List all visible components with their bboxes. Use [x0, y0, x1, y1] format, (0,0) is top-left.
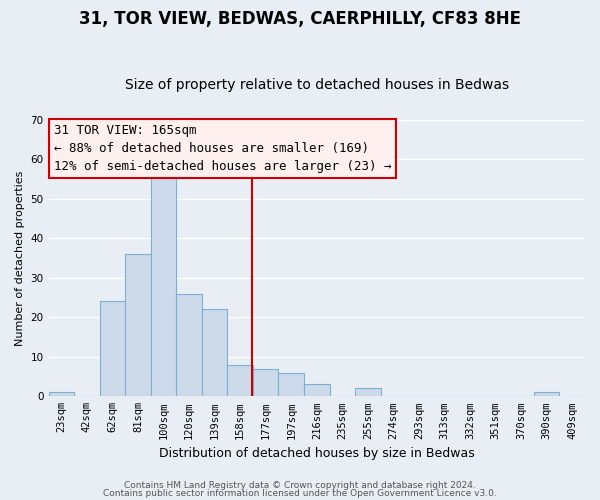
Bar	[253, 368, 278, 396]
Bar	[278, 372, 304, 396]
Bar	[355, 388, 380, 396]
Bar	[202, 310, 227, 396]
Bar	[49, 392, 74, 396]
Bar	[151, 171, 176, 396]
Y-axis label: Number of detached properties: Number of detached properties	[15, 170, 25, 346]
Bar	[176, 294, 202, 397]
Bar	[534, 392, 559, 396]
X-axis label: Distribution of detached houses by size in Bedwas: Distribution of detached houses by size …	[159, 447, 475, 460]
Bar	[304, 384, 329, 396]
Text: Contains HM Land Registry data © Crown copyright and database right 2024.: Contains HM Land Registry data © Crown c…	[124, 481, 476, 490]
Bar	[227, 364, 253, 396]
Text: Contains public sector information licensed under the Open Government Licence v3: Contains public sector information licen…	[103, 488, 497, 498]
Text: 31, TOR VIEW, BEDWAS, CAERPHILLY, CF83 8HE: 31, TOR VIEW, BEDWAS, CAERPHILLY, CF83 8…	[79, 10, 521, 28]
Text: 31 TOR VIEW: 165sqm
← 88% of detached houses are smaller (169)
12% of semi-detac: 31 TOR VIEW: 165sqm ← 88% of detached ho…	[54, 124, 391, 172]
Bar	[100, 302, 125, 396]
Title: Size of property relative to detached houses in Bedwas: Size of property relative to detached ho…	[125, 78, 509, 92]
Bar	[125, 254, 151, 396]
